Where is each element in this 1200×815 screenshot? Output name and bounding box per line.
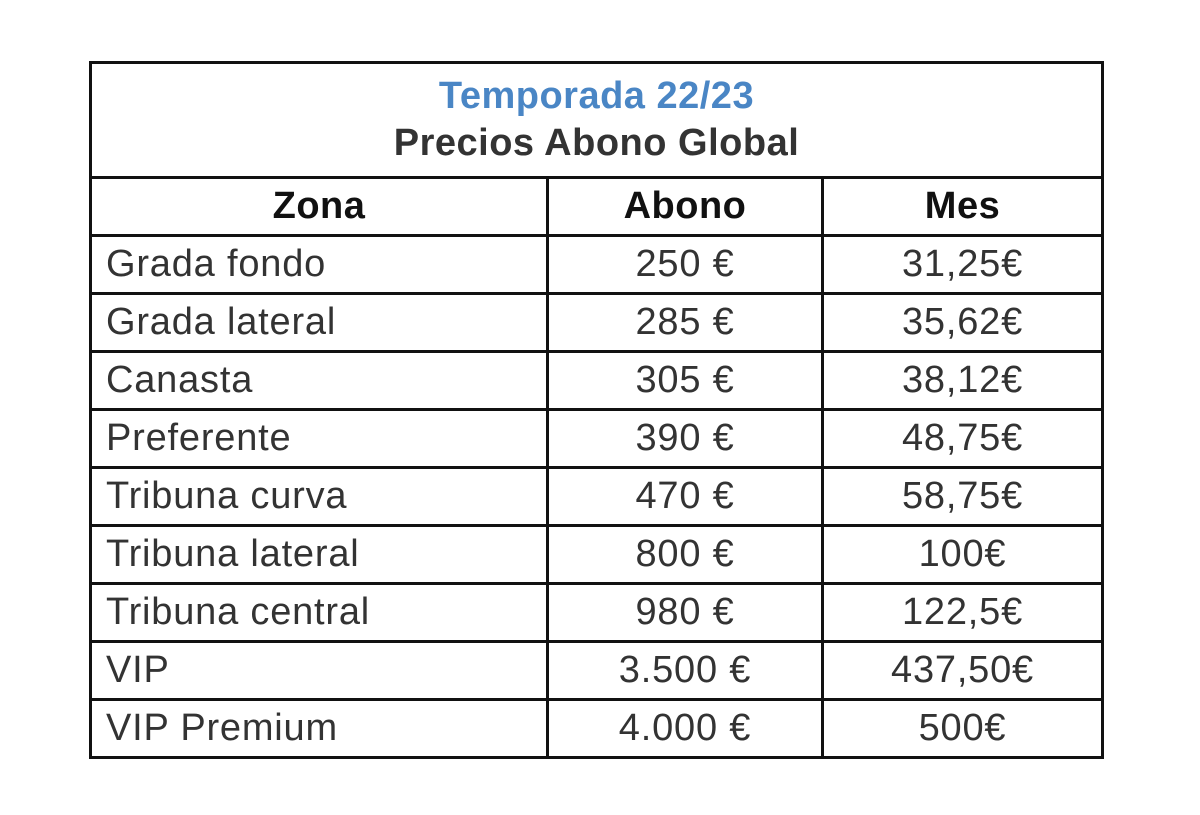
zona-cell: VIP <box>89 640 549 701</box>
mes-cell: 31,25€ <box>820 234 1105 295</box>
mes-cell: 58,75€ <box>820 466 1105 527</box>
abono-cell: 285 € <box>546 292 824 353</box>
mes-cell: 100€ <box>820 524 1105 585</box>
table-row: Grada fondo 250 € 31,25€ <box>89 234 1105 295</box>
abono-cell: 4.000 € <box>546 698 824 759</box>
zona-cell: Tribuna central <box>89 582 549 643</box>
abono-cell: 250 € <box>546 234 824 295</box>
mes-cell: 500€ <box>820 698 1105 759</box>
abono-cell: 305 € <box>546 350 824 411</box>
table-row: Grada lateral 285 € 35,62€ <box>89 292 1105 353</box>
zona-cell: Tribuna lateral <box>89 524 549 585</box>
zona-cell: Grada fondo <box>89 234 549 295</box>
table-row: Tribuna central 980 € 122,5€ <box>89 582 1105 643</box>
header-row: Zona Abono Mes <box>89 176 1105 237</box>
table-row: Tribuna lateral 800 € 100€ <box>89 524 1105 585</box>
title-row: Temporada 22/23 Precios Abono Global <box>88 61 1105 179</box>
table-row: VIP 3.500 € 437,50€ <box>89 640 1105 701</box>
header-mes: Mes <box>820 176 1105 237</box>
abono-cell: 980 € <box>546 582 824 643</box>
abono-cell: 470 € <box>546 466 824 527</box>
table-row: Canasta 305 € 38,12€ <box>89 350 1105 411</box>
zona-cell: Preferente <box>89 408 549 469</box>
zona-cell: VIP Premium <box>89 698 549 759</box>
price-table-container: Temporada 22/23 Precios Abono Global Zon… <box>88 61 1105 759</box>
table-row: VIP Premium 4.000 € 500€ <box>89 698 1105 759</box>
table-row: Tribuna curva 470 € 58,75€ <box>89 466 1105 527</box>
zona-cell: Canasta <box>89 350 549 411</box>
table-title: Temporada 22/23 Precios Abono Global <box>88 61 1105 179</box>
header-zona: Zona <box>89 176 549 237</box>
abono-cell: 3.500 € <box>546 640 824 701</box>
header-abono: Abono <box>546 176 824 237</box>
abono-cell: 800 € <box>546 524 824 585</box>
mes-cell: 437,50€ <box>820 640 1105 701</box>
price-table: Temporada 22/23 Precios Abono Global Zon… <box>88 61 1105 759</box>
abono-cell: 390 € <box>546 408 824 469</box>
zona-cell: Grada lateral <box>89 292 549 353</box>
table-subtitle: Precios Abono Global <box>393 122 800 164</box>
mes-cell: 38,12€ <box>820 350 1105 411</box>
mes-cell: 122,5€ <box>820 582 1105 643</box>
mes-cell: 48,75€ <box>820 408 1105 469</box>
zona-cell: Tribuna curva <box>89 466 549 527</box>
mes-cell: 35,62€ <box>820 292 1105 353</box>
table-row: Preferente 390 € 48,75€ <box>89 408 1105 469</box>
season-title: Temporada 22/23 <box>438 75 755 117</box>
